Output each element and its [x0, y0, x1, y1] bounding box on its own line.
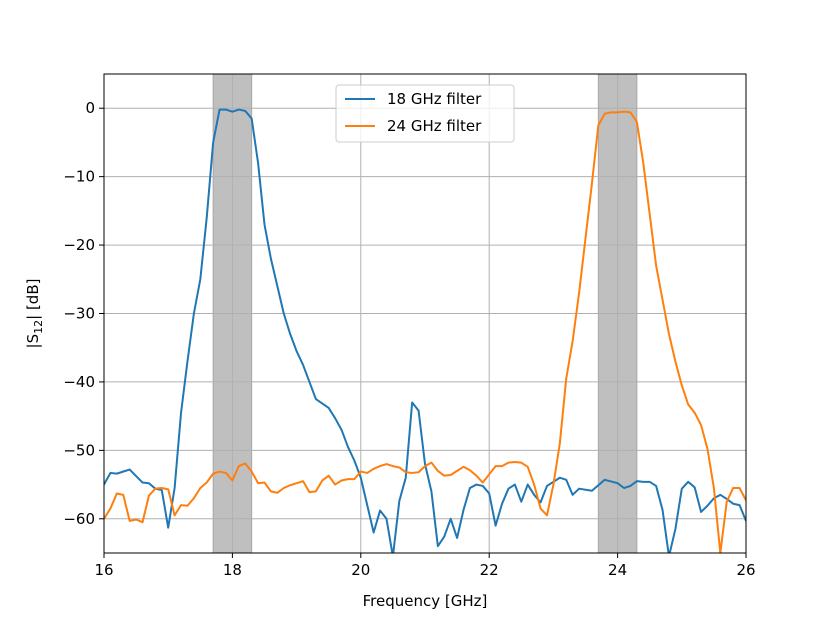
legend: 18 GHz filter 24 GHz filter [335, 84, 515, 143]
x-tick-label: 22 [480, 561, 499, 579]
y-axis-label-pre: |S [24, 334, 42, 349]
legend-label-2: 24 GHz filter [387, 117, 482, 135]
y-tick-label: −60 [63, 510, 95, 528]
y-tick-label: −30 [63, 305, 95, 323]
y-tick-label: −10 [63, 168, 95, 186]
y-tick-label: 0 [85, 99, 95, 117]
y-tick-label: −40 [63, 373, 95, 391]
series-line-2 [104, 110, 746, 553]
x-tick-label: 16 [94, 561, 113, 579]
axis-ticks: 16 18 20 22 24 26 0 −10 −20 −30 −40 −50 −60 [63, 99, 755, 579]
legend-label-1: 18 GHz filter [387, 90, 482, 108]
x-tick-label: 24 [608, 561, 627, 579]
x-tick-label: 18 [223, 561, 242, 579]
y-axis-label: |S12| [dB] [24, 279, 45, 349]
y-axis-label-sub: 12 [32, 320, 45, 334]
series-group [104, 108, 746, 553]
x-tick-label: 20 [351, 561, 370, 579]
y-axis-label-post: | [dB] [24, 279, 42, 320]
legend-box [335, 84, 515, 143]
x-tick-label: 26 [736, 561, 755, 579]
y-tick-label: −50 [63, 441, 95, 459]
series-line-1 [104, 108, 746, 553]
x-axis-label: Frequency [GHz] [363, 592, 488, 610]
y-tick-label: −20 [63, 236, 95, 254]
